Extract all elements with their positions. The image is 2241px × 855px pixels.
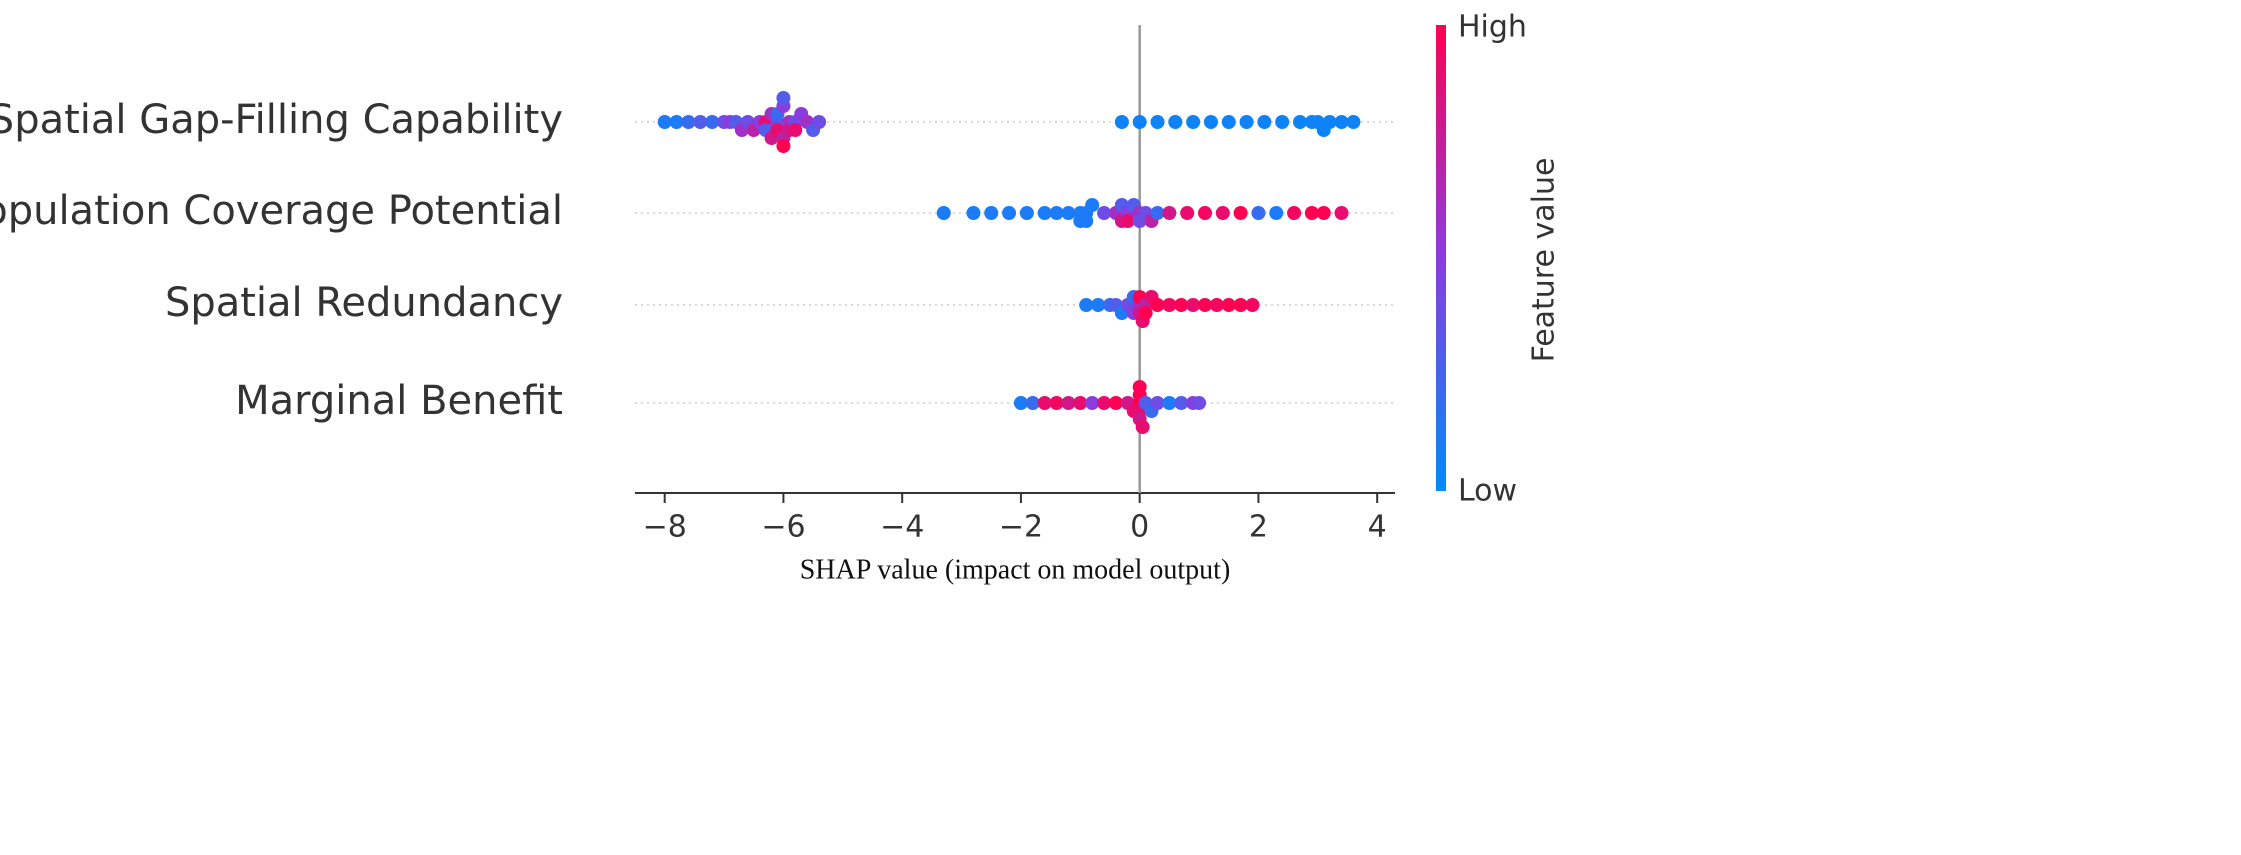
point [1150, 206, 1165, 220]
x-tick-label: −4 [880, 510, 924, 545]
point [1019, 206, 1034, 220]
point [681, 115, 696, 129]
point [1221, 298, 1236, 312]
point [1132, 380, 1147, 394]
point [1085, 396, 1100, 410]
point [1073, 396, 1088, 410]
point [1287, 206, 1302, 220]
colorbar-low: Low [1458, 474, 1517, 509]
x-tick-label: −2 [999, 510, 1043, 545]
point [1192, 396, 1207, 410]
point [1174, 396, 1189, 410]
point [1198, 298, 1212, 312]
point [1079, 298, 1094, 312]
point [1245, 298, 1260, 312]
point [1037, 206, 1052, 220]
point [1186, 115, 1201, 129]
point [1221, 115, 1236, 129]
colorbar-label: Feature value [1527, 158, 1562, 363]
point [1049, 396, 1064, 410]
feature-label: Marginal Benefit [235, 378, 563, 424]
point [1239, 115, 1254, 129]
point [1334, 206, 1349, 220]
point [1293, 115, 1307, 129]
point [1085, 198, 1100, 212]
point [1269, 206, 1284, 220]
point [1002, 206, 1017, 220]
point [1120, 214, 1135, 228]
point [966, 206, 981, 220]
point [657, 115, 672, 129]
x-tick-label: −8 [643, 510, 687, 545]
point [1334, 115, 1349, 129]
point [1091, 298, 1106, 312]
point [1162, 206, 1177, 220]
point [1079, 214, 1094, 228]
point [1203, 115, 1218, 129]
point [1135, 420, 1150, 434]
point [705, 115, 720, 129]
point [1316, 206, 1331, 220]
point [1061, 396, 1076, 410]
point [1037, 396, 1052, 410]
point [984, 206, 999, 220]
point [1168, 115, 1183, 129]
point [812, 115, 827, 129]
point [1275, 115, 1290, 129]
x-tick-label: 2 [1249, 510, 1268, 545]
point [1180, 206, 1195, 220]
point [1013, 396, 1028, 410]
point [1209, 298, 1224, 312]
point [1162, 298, 1177, 312]
point [1150, 396, 1165, 410]
feature-label: Spatial Gap-Filling Capability [0, 97, 563, 143]
point [1186, 298, 1201, 312]
point [693, 115, 708, 129]
point [1304, 206, 1319, 220]
point [1108, 396, 1123, 410]
point [1061, 206, 1076, 220]
point [936, 206, 951, 220]
colorbar [1436, 25, 1446, 491]
point [1215, 206, 1230, 220]
feature-label: Population Coverage Potential [0, 188, 563, 234]
point [776, 91, 791, 105]
point [776, 139, 791, 153]
point [1233, 298, 1248, 312]
feature-label: Spatial Redundancy [165, 280, 563, 326]
point [1251, 206, 1266, 220]
colorbar-high: High [1458, 10, 1527, 45]
point [788, 123, 803, 137]
point [1322, 115, 1337, 129]
x-tick-label: −6 [761, 510, 805, 545]
point [1150, 115, 1165, 129]
point [1138, 306, 1153, 320]
x-axis-label: SHAP value (impact on model output) [800, 554, 1231, 585]
point [1132, 115, 1147, 129]
point [1114, 115, 1129, 129]
point [1049, 206, 1064, 220]
point [1346, 115, 1361, 129]
point [669, 115, 684, 129]
point [1233, 206, 1248, 220]
point [1257, 115, 1272, 129]
x-tick-label: 4 [1368, 510, 1387, 545]
point [1198, 206, 1212, 220]
point [1097, 396, 1112, 410]
point [1025, 396, 1040, 410]
point [1150, 298, 1165, 312]
x-tick-label: 0 [1130, 510, 1149, 545]
point [1174, 298, 1189, 312]
point [1162, 396, 1177, 410]
point [1097, 206, 1112, 220]
